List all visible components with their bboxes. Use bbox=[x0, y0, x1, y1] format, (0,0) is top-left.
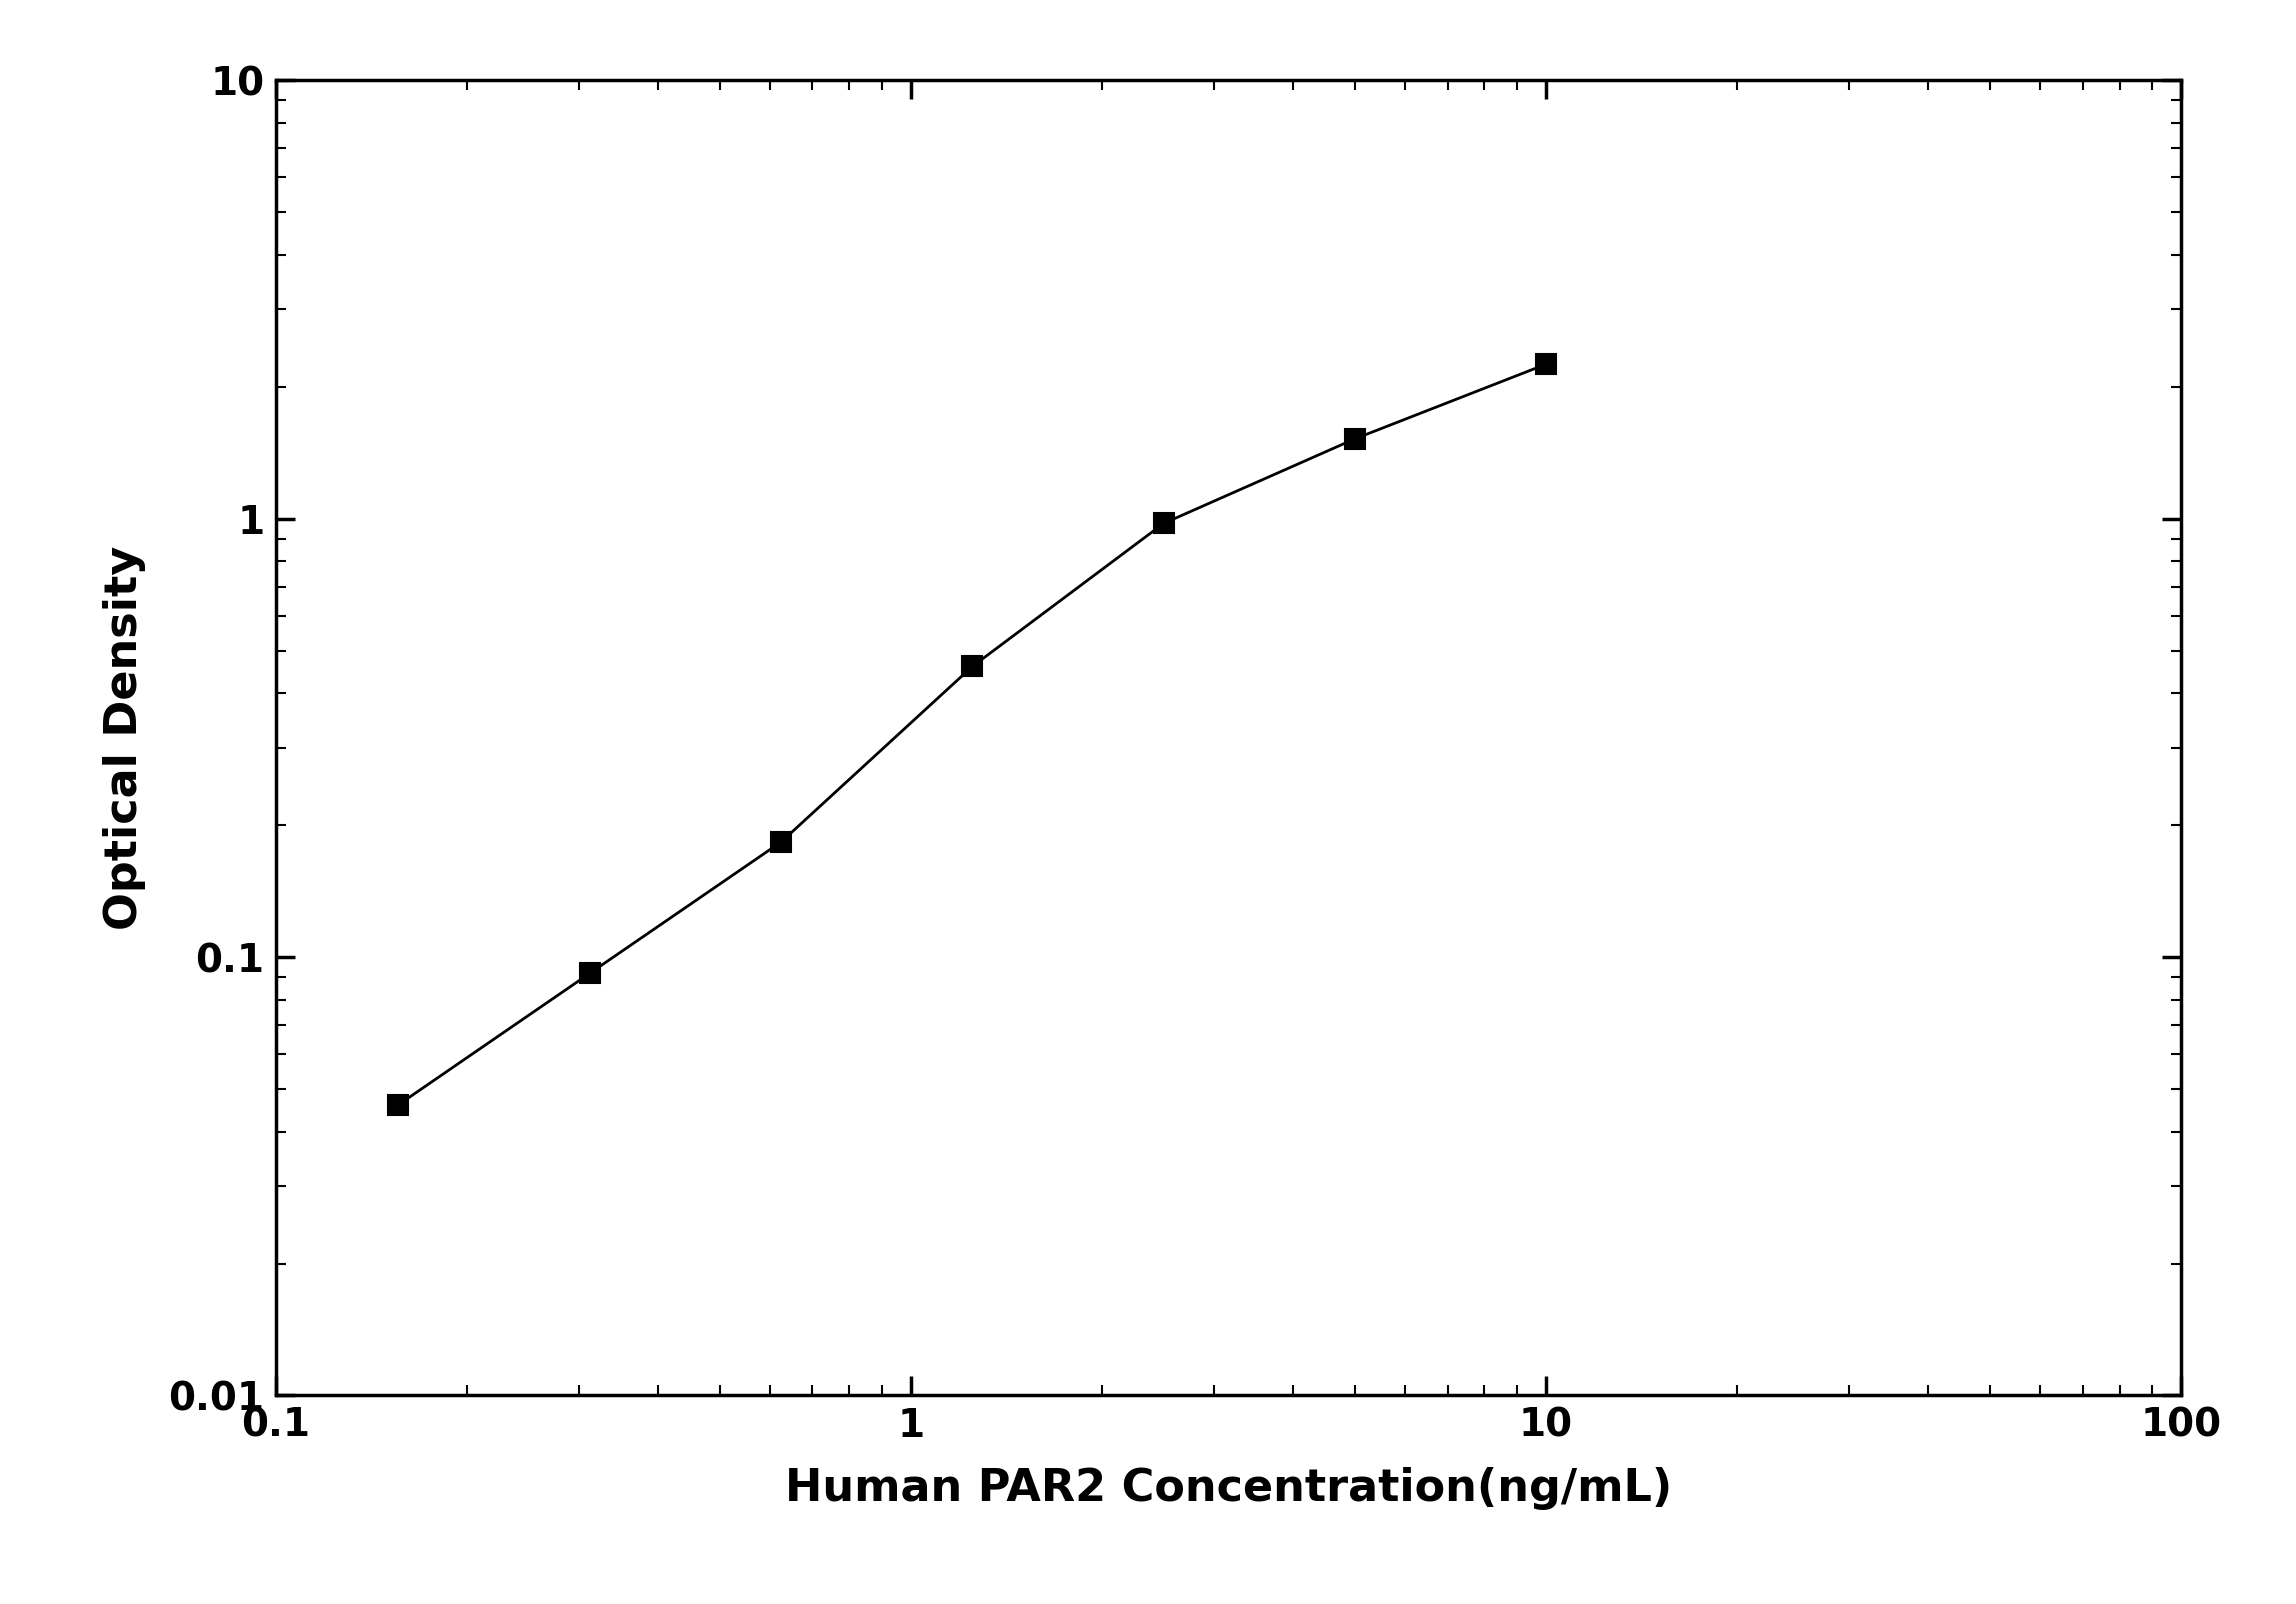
Y-axis label: Optical Density: Optical Density bbox=[103, 545, 147, 930]
X-axis label: Human PAR2 Concentration(ng/mL): Human PAR2 Concentration(ng/mL) bbox=[785, 1466, 1671, 1509]
